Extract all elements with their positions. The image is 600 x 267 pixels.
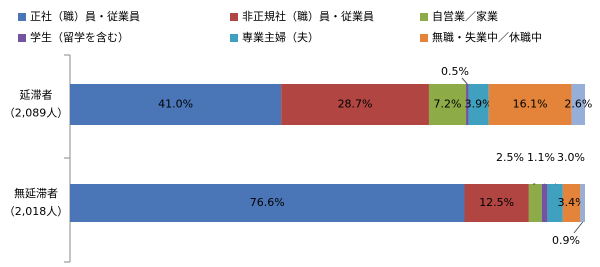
value-label: 3.4% <box>558 196 586 209</box>
value-label: 3.9% <box>465 98 493 111</box>
legend-swatch <box>230 13 238 21</box>
bar-segment <box>70 84 282 125</box>
value-label: 1.1% <box>527 151 555 164</box>
value-label: 41.0% <box>158 98 193 111</box>
bar-segment <box>541 184 548 222</box>
bar-segment <box>281 84 429 125</box>
value-label: 0.9% <box>552 234 580 247</box>
category-label: 無延滞者 <box>14 186 58 200</box>
value-label: 7.2% <box>434 98 462 111</box>
legend-swatch <box>230 34 238 42</box>
bar-segment <box>571 84 585 125</box>
bar-segment <box>464 184 529 222</box>
legend-label: 無職・失業中／休職中 <box>432 30 542 44</box>
legend-swatch <box>18 13 26 21</box>
legend-label: 専業主婦（夫） <box>242 30 319 44</box>
bar-segment <box>428 84 467 125</box>
bar-segment <box>562 184 581 222</box>
value-label: 2.5% <box>496 151 524 164</box>
bar-segment <box>528 184 542 222</box>
legend-swatch <box>420 34 428 42</box>
category-count: （2,018人） <box>4 205 69 218</box>
bar-segment <box>488 84 572 125</box>
category-label: 延滞者 <box>20 89 53 102</box>
bar-segment <box>580 184 585 222</box>
category-count: （2,089人） <box>4 107 69 120</box>
legend-swatch <box>420 13 428 21</box>
value-label: 28.7% <box>338 98 373 111</box>
bar-segment <box>466 84 469 125</box>
leader-line <box>461 77 468 85</box>
bar-segment <box>547 184 563 222</box>
legend-label: 学生（留学を含む） <box>30 30 129 44</box>
value-label: 76.6% <box>250 196 285 209</box>
legend-label: 自営業／家業 <box>432 9 498 23</box>
legend-label: 非正規社（職）員・従業員 <box>242 9 374 23</box>
value-label: 3.0% <box>557 151 585 164</box>
legend-label: 正社（職）員・従業員 <box>30 9 140 23</box>
value-label: 16.1% <box>513 98 548 111</box>
value-label: 2.6% <box>564 98 592 111</box>
bar-segment <box>468 84 489 125</box>
value-label: 0.5% <box>441 65 469 78</box>
bar-segment <box>70 184 465 222</box>
legend-swatch <box>18 34 26 42</box>
leader-line <box>573 221 584 234</box>
value-label: 12.5% <box>479 196 514 209</box>
